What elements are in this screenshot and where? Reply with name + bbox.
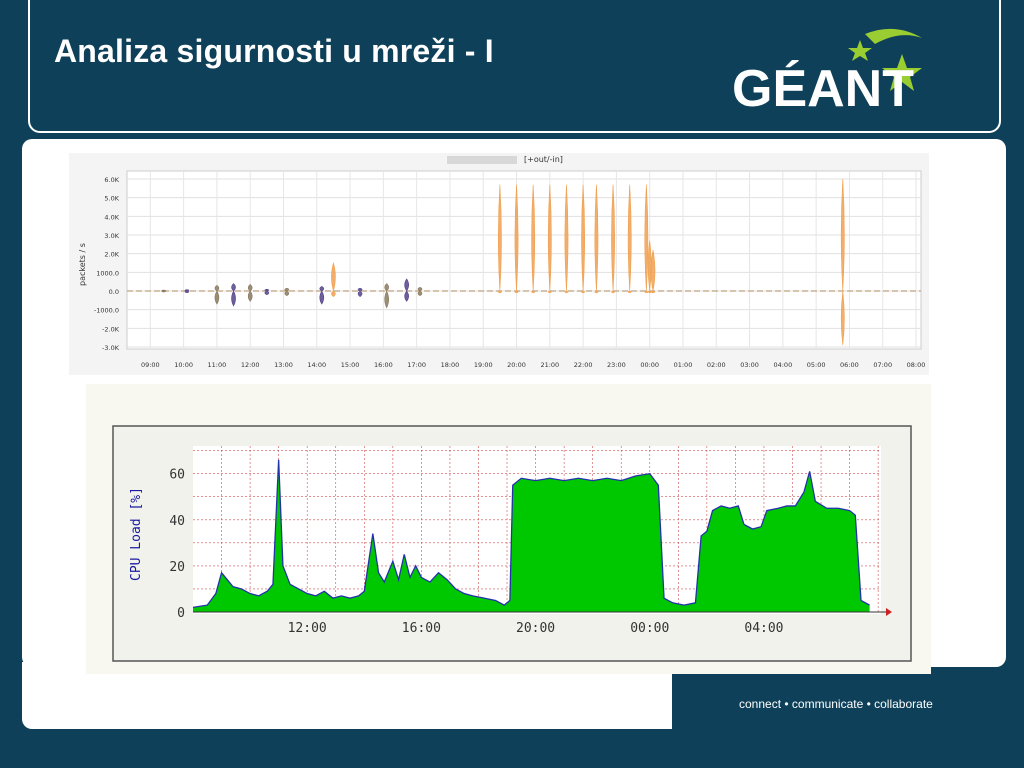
traffic-spike xyxy=(384,283,389,309)
traffic-spike xyxy=(404,278,409,302)
traffic-spike xyxy=(564,184,569,294)
x-tick-label: 04:00 xyxy=(773,361,792,369)
traffic-spike xyxy=(611,184,615,294)
x-tick-label: 01:00 xyxy=(674,361,693,369)
cpu-load-line xyxy=(192,459,870,609)
x-tick-label: 23:00 xyxy=(607,361,626,369)
y-tick-label: 1000.0 xyxy=(96,269,119,277)
x-tick-label: 06:00 xyxy=(840,361,859,369)
traffic-spike xyxy=(231,283,236,307)
x-tick-label: 12:00 xyxy=(241,361,260,369)
traffic-chart: [+out/-in] packets / s 6.0K 5.0K 4.0K 3.0K 2… xyxy=(69,153,929,375)
traffic-spike xyxy=(247,284,253,302)
y-tick-label: 2.0K xyxy=(104,251,119,259)
y-tick-label: 5.0K xyxy=(104,195,119,203)
x-tick-label: 07:00 xyxy=(873,361,892,369)
traffic-spike xyxy=(581,184,586,294)
slide-title: Analiza sigurnosti u mreži - I xyxy=(54,33,494,69)
chart1-ylabel: packets / s xyxy=(78,243,87,286)
traffic-spike xyxy=(650,249,656,294)
traffic-spike xyxy=(497,184,502,294)
traffic-spike xyxy=(161,289,166,293)
traffic-spike xyxy=(417,286,423,297)
y-tick-label: 0 xyxy=(177,606,185,621)
tagline: connect • communicate • collaborate xyxy=(739,697,933,711)
x-tick-label: 00:00 xyxy=(630,621,669,636)
blurred-label xyxy=(447,156,517,164)
y-tick-label: 40 xyxy=(169,514,185,529)
x-tick-label: 22:00 xyxy=(574,361,593,369)
traffic-spike xyxy=(331,261,336,297)
y-tick-label: 6.0K xyxy=(104,176,119,184)
logo-text: GÉANT xyxy=(732,60,914,114)
y-tick-label: 3.0K xyxy=(104,232,119,240)
traffic-spike xyxy=(357,287,363,297)
y-tick-label: 4.0K xyxy=(104,213,119,221)
x-tick-label: 10:00 xyxy=(174,361,193,369)
header-bar xyxy=(30,0,999,131)
x-tick-label: 11:00 xyxy=(208,361,227,369)
x-tick-label: 14:00 xyxy=(307,361,326,369)
traffic-spike xyxy=(644,184,649,294)
x-tick-label: 00:00 xyxy=(640,361,659,369)
traffic-spike xyxy=(594,184,599,294)
traffic-spike xyxy=(547,184,552,294)
x-tick-label: 20:00 xyxy=(516,621,555,636)
x-tick-label: 16:00 xyxy=(402,621,441,636)
geant-logo: GÉANT xyxy=(732,28,922,114)
traffic-spike xyxy=(184,289,190,293)
cpu-load-area xyxy=(193,459,870,612)
traffic-spike xyxy=(840,178,845,346)
x-tick-label: 02:00 xyxy=(707,361,726,369)
footer-curve xyxy=(640,662,660,729)
x-tick-label: 20:00 xyxy=(507,361,526,369)
chart1-title: [+out/-in] xyxy=(524,155,563,164)
logo-star-icon xyxy=(848,28,922,91)
x-tick-label: 18:00 xyxy=(441,361,460,369)
x-axis-arrow-icon xyxy=(886,608,892,616)
chart2-ylabel: CPU Load [%] xyxy=(129,487,144,581)
y-tick-label: 0.0 xyxy=(109,288,119,296)
traffic-spike xyxy=(514,184,519,294)
x-tick-label: 09:00 xyxy=(141,361,160,369)
x-tick-label: 13:00 xyxy=(274,361,293,369)
y-tick-label: 20 xyxy=(169,560,185,575)
x-tick-label: 19:00 xyxy=(474,361,493,369)
y-tick-label: -1000.0 xyxy=(94,307,119,315)
x-tick-label: 21:00 xyxy=(540,361,559,369)
x-tick-label: 04:00 xyxy=(744,621,783,636)
traffic-spike xyxy=(264,288,270,296)
x-tick-label: 16:00 xyxy=(374,361,393,369)
y-tick-label: 60 xyxy=(169,468,185,483)
traffic-spike xyxy=(214,285,220,305)
x-tick-label: 08:00 xyxy=(907,361,926,369)
x-tick-label: 05:00 xyxy=(807,361,826,369)
traffic-spike xyxy=(531,184,536,294)
x-tick-label: 15:00 xyxy=(341,361,360,369)
traffic-spike xyxy=(627,184,632,294)
y-tick-label: -3.0K xyxy=(102,344,120,352)
x-tick-label: 17:00 xyxy=(407,361,426,369)
x-tick-label: 03:00 xyxy=(740,361,759,369)
x-tick-label: 12:00 xyxy=(288,621,327,636)
cpu-load-chart: CPU Load [%] 0 20 40 60 12:00 16:00 20:00 00:0… xyxy=(86,384,931,674)
traffic-spike xyxy=(284,287,290,297)
y-tick-label: -2.0K xyxy=(102,325,120,333)
traffic-spike xyxy=(319,285,325,305)
